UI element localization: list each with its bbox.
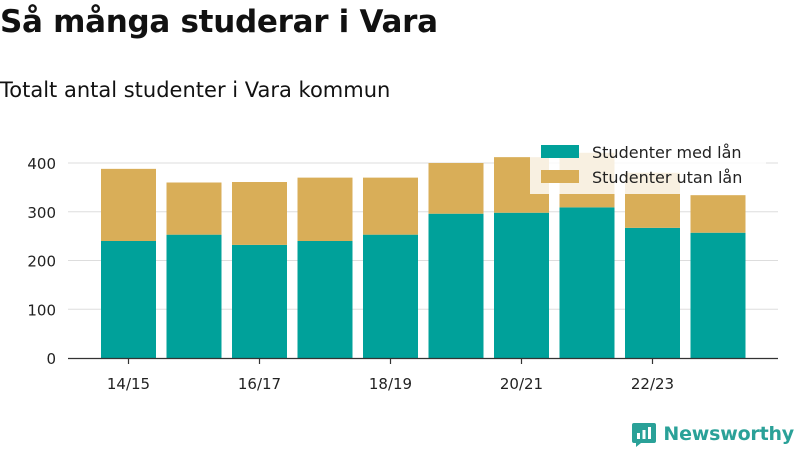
- y-axis-ticks: 0 100 200 300 400: [27, 155, 56, 368]
- x-tick-label: 22/23: [631, 375, 674, 393]
- y-tick-label: 400: [27, 155, 56, 173]
- bar-med-lan-22/23[interactable]: [625, 227, 680, 358]
- bar-utan-lan-15/16[interactable]: [166, 182, 222, 235]
- y-tick-label: 100: [27, 301, 56, 319]
- legend-swatch: [541, 170, 579, 183]
- bar-med-lan-21/22[interactable]: [559, 207, 615, 358]
- chart-subtitle: Totalt antal studenter i Vara kommun: [0, 78, 391, 102]
- legend-swatch: [541, 145, 579, 158]
- newsworthy-logo-icon: [632, 423, 657, 447]
- bar-utan-lan-16/17[interactable]: [232, 182, 287, 245]
- x-tick-label: 18/19: [369, 375, 412, 393]
- bar-med-lan-23/24[interactable]: [690, 232, 746, 358]
- bar-med-lan-17/18[interactable]: [297, 241, 353, 358]
- bar-med-lan-15/16[interactable]: [166, 234, 222, 358]
- chart-title: Så många studerar i Vara: [0, 4, 438, 40]
- legend-label[interactable]: Studenter med lån: [592, 143, 742, 162]
- bar-utan-lan-18/19[interactable]: [363, 177, 418, 235]
- y-tick-label: 300: [27, 204, 56, 222]
- bars: [101, 152, 746, 358]
- bar-utan-lan-23/24[interactable]: [690, 195, 746, 233]
- bar-med-lan-19/20[interactable]: [428, 213, 484, 358]
- y-tick-label: 200: [27, 253, 56, 271]
- bar-med-lan-16/17[interactable]: [232, 244, 287, 358]
- bar-utan-lan-17/18[interactable]: [297, 177, 353, 241]
- x-tick-label: 14/15: [107, 375, 150, 393]
- y-tick-label: 0: [46, 350, 56, 368]
- bar-med-lan-14/15[interactable]: [101, 241, 156, 358]
- x-axis: 14/15 16/17 18/19 20/21 22/23: [68, 357, 778, 393]
- bar-med-lan-18/19[interactable]: [363, 234, 418, 358]
- brand-logo[interactable]: Newsworthy: [631, 420, 794, 448]
- bar-utan-lan-14/15[interactable]: [101, 168, 156, 241]
- bar-utan-lan-19/20[interactable]: [428, 163, 484, 214]
- brand-name: Newsworthy: [663, 423, 794, 445]
- legend: Studenter med lån Studenter utan lån: [530, 136, 766, 194]
- x-tick-label: 20/21: [500, 375, 543, 393]
- bar-med-lan-20/21[interactable]: [494, 212, 549, 358]
- legend-label[interactable]: Studenter utan lån: [592, 168, 742, 187]
- x-tick-label: 16/17: [238, 375, 281, 393]
